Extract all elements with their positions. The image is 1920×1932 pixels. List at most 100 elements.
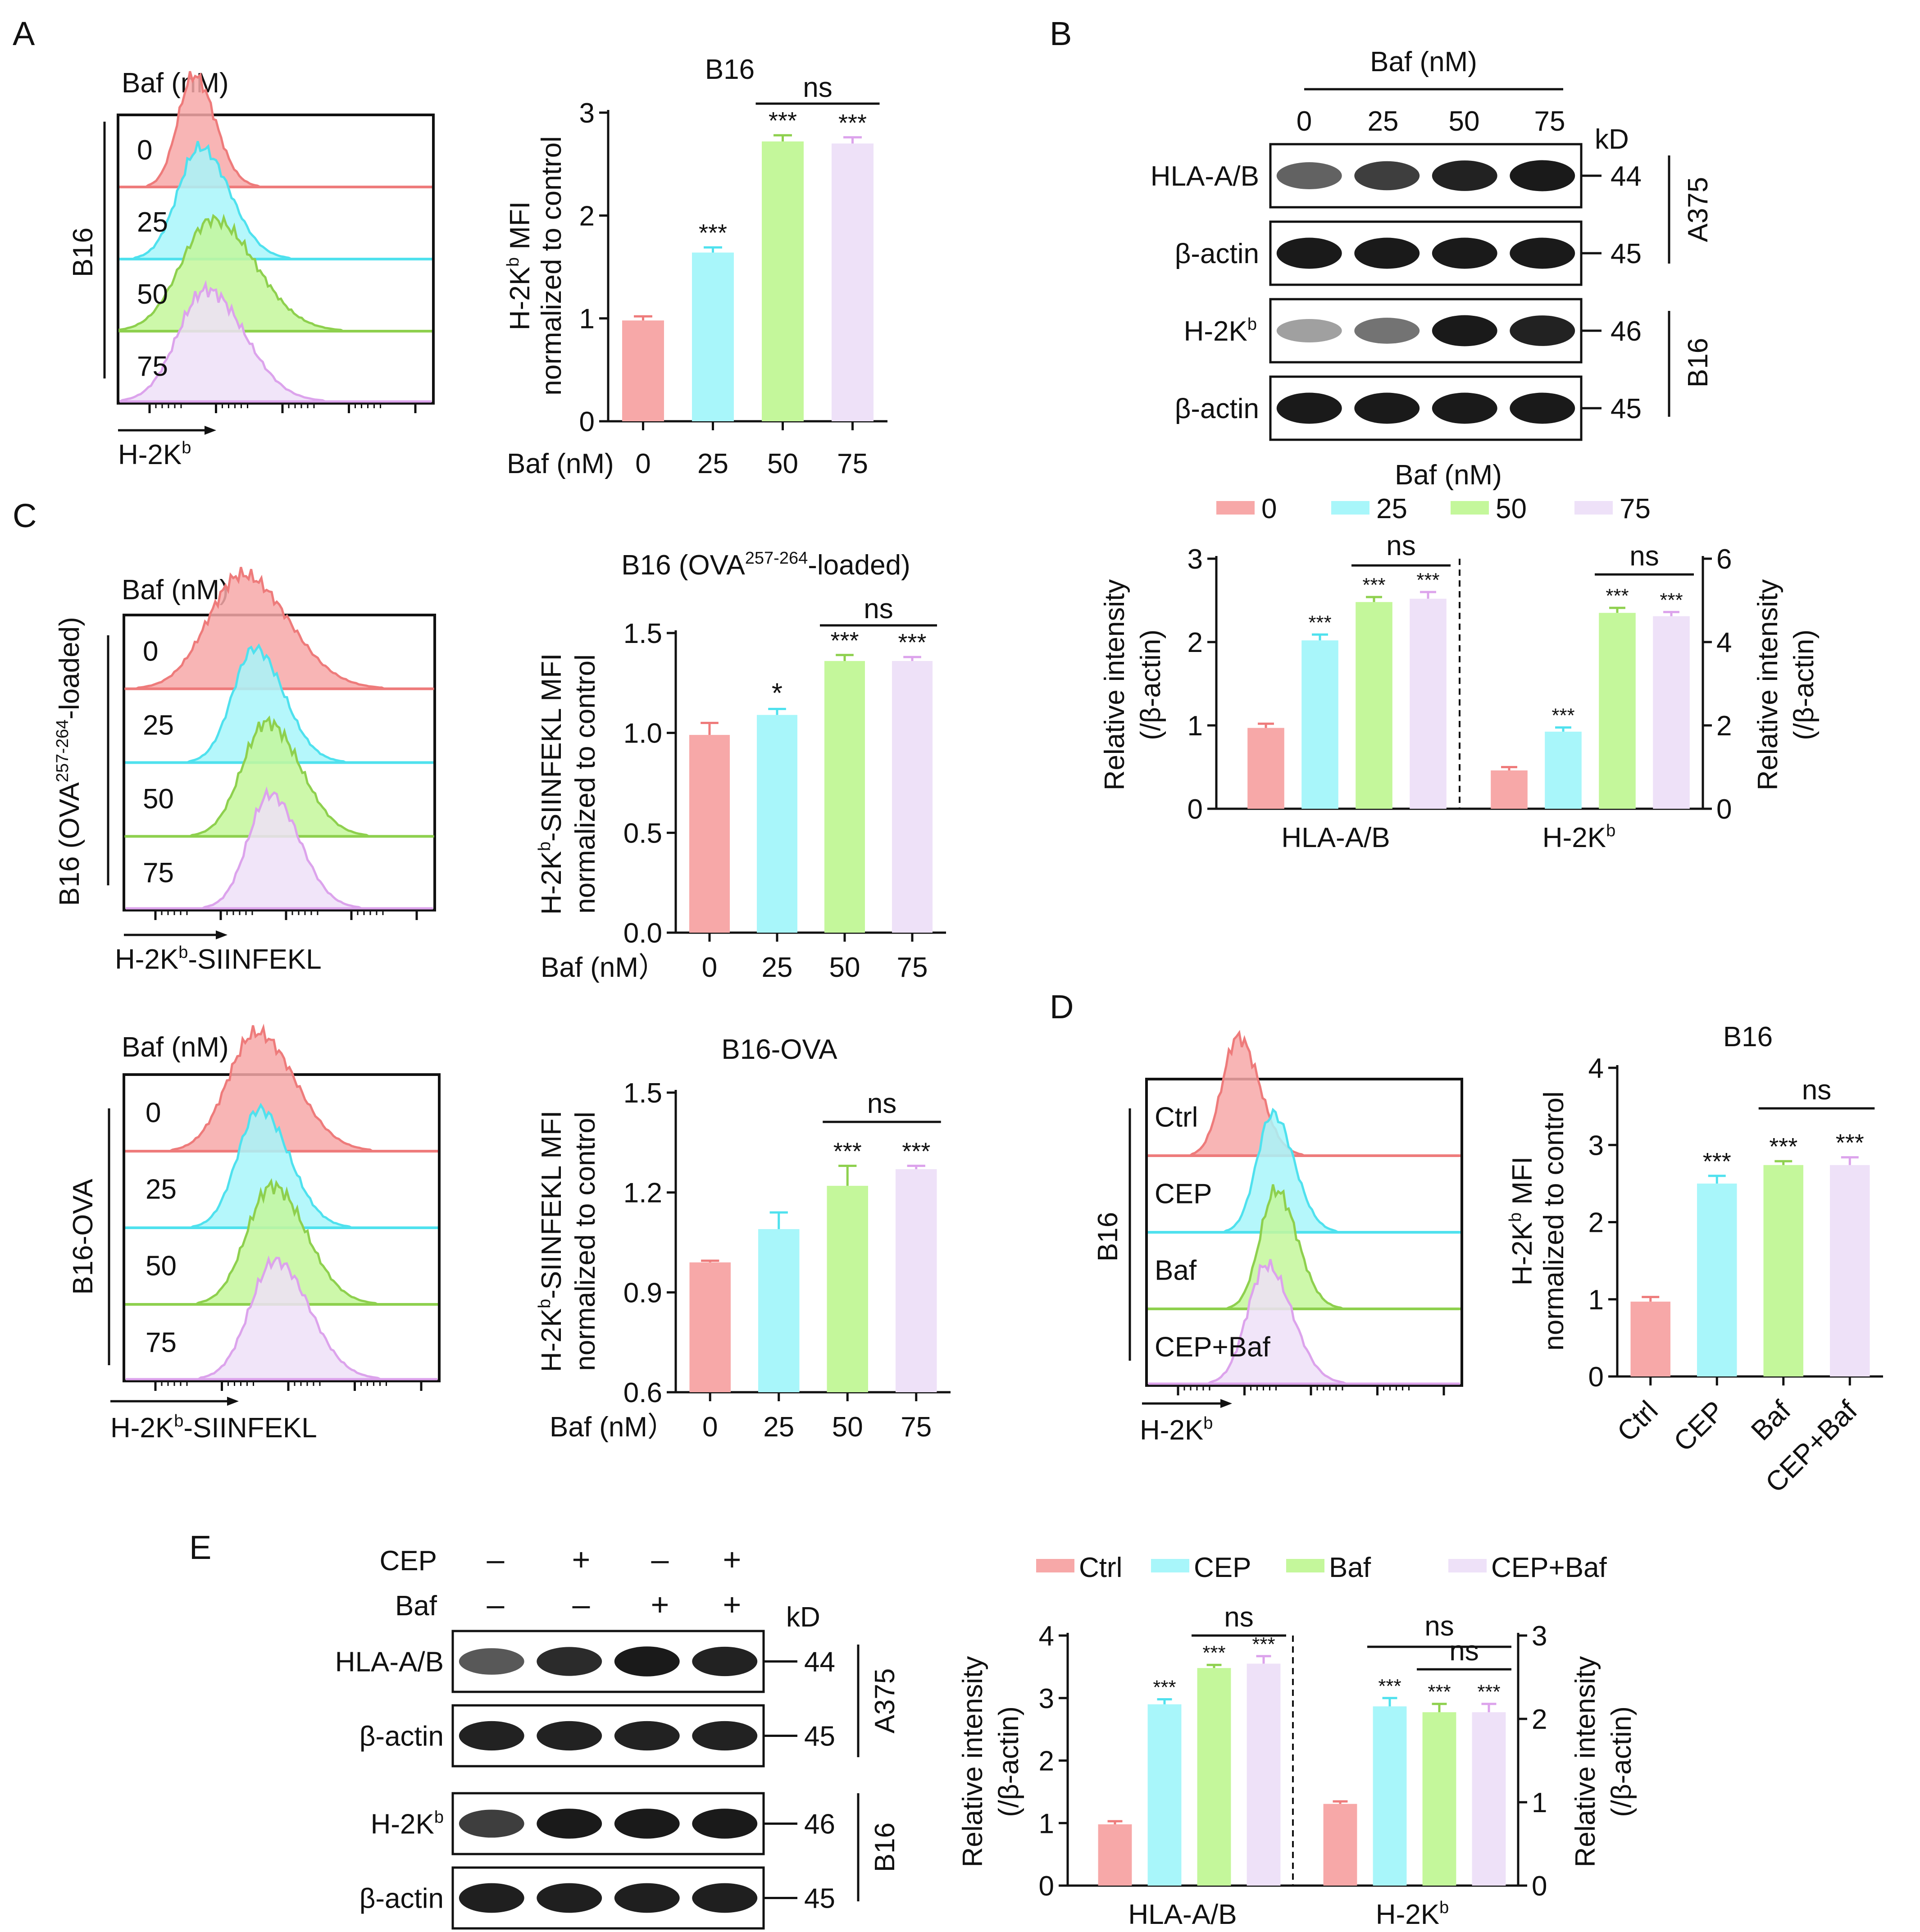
panel-e-group-a375: A375 [869,1668,901,1734]
panel-label-a: A [13,15,35,52]
panel-b-chart-bar-right-2 [1599,613,1636,809]
panel-a-chart-ytick-label: 3 [579,98,595,129]
panel-d-hist-curve-0 [1148,1030,1460,1157]
panel-e-blot-band [692,1809,758,1839]
panel-d-chart-ytick-label: 4 [1588,1053,1604,1084]
panel-a-xtick-label: 50 [767,448,798,479]
panel-e-chart-ytick-label-right: 1 [1532,1787,1547,1818]
panel-c2-x-arrow-head [227,1397,239,1406]
panel-b-ylabel-left-1: Relative intensity [1099,579,1130,791]
panel-a-hist-row-label: 50 [137,279,168,310]
panel-e-group-label-1-part: b [1439,1898,1449,1917]
panel-b-chart-sig: *** [1308,611,1331,633]
panel-d-hist-row-label: CEP+Baf [1155,1331,1271,1362]
panel-c2-chart-ytick-label: 1.5 [623,1078,662,1109]
panel-e-cond-mark: + [572,1542,591,1577]
panel-a-xlabel: H-2K [118,439,182,470]
panel-a-chart-sig-1: *** [699,219,727,246]
panel-e-legend-swatch-0 [1036,1559,1074,1572]
panel-b-group-label-0: HLA-A/B [1281,822,1390,853]
panel-d-ylabel-1: H-2Kb MFI [1506,1157,1538,1285]
panel-e-row-label: HLA-A/B [335,1647,444,1678]
panel-e-group-label-1-part: H-2K [1376,1899,1439,1930]
panel-c2-chart-bar-2 [827,1185,868,1392]
panel-c2-hist-row-label: 25 [146,1174,177,1205]
panel-b-kd-value: 46 [1611,316,1642,347]
panel-a-chart-title: B16 [705,54,755,85]
panel-label-d: D [1050,988,1074,1025]
panel-e-cond-mark: – [487,1587,505,1622]
panel-e-chart-sig: *** [1202,1642,1225,1664]
panel-b-row-label: H-2Kb [1184,315,1257,347]
panel-c1-hist-row-label: 50 [143,784,174,815]
panel-e-blot-band [459,1648,524,1675]
panel-e-group-label-0: HLA-A/B [1128,1899,1237,1930]
panel-c1-ylabel-1: H-2Kb-SIINFEKL MFI [535,653,567,915]
panel-c1-ylabel-1-part: -SIINFEKL MFI [536,653,567,842]
panel-a-chart-sig-3: *** [838,109,867,137]
panel-c1-hist-title: Baf (nM) [122,574,229,606]
panel-c1-xtick-label: 25 [762,952,793,983]
panel-d-ns-label: ns [1802,1075,1831,1106]
panel-a-ylabel-1-part: b [504,257,523,267]
panel-d-ylabel-1-part: b [1506,1212,1525,1222]
panel-b-chart-ytick-label-left: 0 [1187,794,1203,825]
panel-c1-hist-row-label: 25 [143,710,174,741]
panel-c1-xtick-label: 0 [702,952,717,983]
panel-c1-chart-ytick-label: 0.0 [623,918,662,949]
panel-c1-ylabel-1-part: H-2K [536,851,567,915]
panel-b-blot-band [1354,392,1420,424]
panel-c2-xtick-label: 75 [901,1412,932,1443]
panel-b-ylabel-right-2: (/β-actin) [1788,629,1820,740]
panel-c1-side-label: B16 (OVA257-264-loaded) [53,617,85,906]
panel-c2-ylabel-1-part: H-2K [536,1308,567,1372]
panel-e-row-label: β-actin [359,1883,444,1914]
panel-e-chart-bar-right-1 [1373,1706,1407,1886]
panel-d-chart-sig-1: *** [1703,1148,1731,1175]
panel-d-chart-bar-1 [1697,1183,1737,1376]
panel-c1-ylabel-1-part: b [535,842,554,851]
panel-e-cond-mark: + [723,1587,742,1622]
panel-a-hist-frame [117,114,435,405]
panel-b-blot-band [1432,392,1497,424]
panel-e-legend-label-0: Ctrl [1079,1552,1122,1583]
panel-e-ylabel-left-2: (/β-actin) [993,1706,1024,1817]
panel-c2-ylabel-2: normalized to control [570,1112,601,1371]
panel-c2-xtick-label: 25 [763,1412,794,1443]
panel-e-blot-band [537,1883,602,1913]
panel-b-legend-label-0: 0 [1261,493,1277,524]
panel-a-ylabel-1-part: H-2K [505,267,536,330]
panel-e-kd-value: 44 [804,1647,835,1678]
panel-a-chart-bar-2 [762,141,804,421]
panel-a-chart-ytick-label: 0 [579,406,595,437]
panel-e-cond-mark: – [651,1542,669,1577]
panel-e-chart-ytick-label-right: 2 [1532,1704,1547,1735]
panel-a-chart-bar-0 [622,320,664,421]
panel-e-kd-value: 45 [804,1883,835,1914]
panel-c2-hist-title: Baf (nM) [122,1032,229,1063]
panel-b-chart-ytick-label-right: 0 [1716,794,1732,825]
panel-e-row-label-part: H-2K [371,1809,434,1840]
panel-d-chart-sig-3: *** [1836,1130,1864,1157]
panel-e-chart-ytick-label-left: 0 [1039,1871,1054,1902]
panel-b-chart-ytick-label-left: 2 [1187,627,1203,658]
panel-b-chart-bar-left-2 [1356,602,1392,809]
panel-b-blot-band [1432,315,1497,346]
panel-d-hist-row-label: Ctrl [1155,1102,1198,1133]
panel-b-chart-ytick-label-left: 3 [1187,544,1203,575]
panel-e-chart-ytick-label-left: 3 [1039,1683,1054,1714]
panel-a-chart-ytick-label: 1 [579,304,595,335]
panel-c1-hist-xlabel-part: H-2K [115,944,178,975]
panel-e-chart-sig: *** [1428,1681,1451,1703]
panel-c1-hist-curve-3 [126,786,433,910]
panel-e-chart-ytick-label-right: 3 [1532,1621,1547,1652]
panel-b-blot-band [1432,237,1497,269]
panel-d-hist-row-label: CEP [1155,1178,1212,1209]
panel-b-blot-band [1432,160,1497,191]
panel-e-chart-bar-right-0 [1323,1804,1357,1886]
panel-d-chart-bar-0 [1630,1301,1670,1376]
panel-e-ylabel-right-1: Relative intensity [1570,1656,1601,1868]
panel-a-hist-title: Baf (nM) [122,68,229,99]
panel-e-cond-mark: + [723,1542,742,1577]
